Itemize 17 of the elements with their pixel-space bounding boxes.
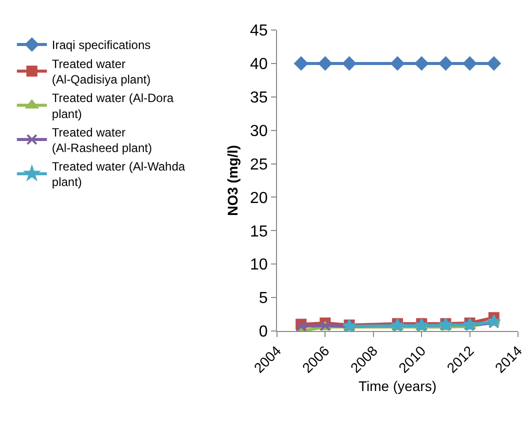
y-tick-label: 20 <box>250 190 268 207</box>
y-tick-label: 30 <box>250 122 268 140</box>
legend-label: Treated water (Al-Wahda plant) <box>52 160 186 190</box>
y-tick-label: 35 <box>250 89 268 106</box>
y-tick-label: 10 <box>250 256 268 274</box>
legend-label: Iraqi specifications <box>52 38 151 52</box>
y-tick-label: 0 <box>258 324 268 341</box>
y-tick-label: 40 <box>250 56 268 74</box>
y-tick-label: 45 <box>250 22 268 40</box>
x-axis-title: Time (years) <box>358 378 437 394</box>
y-tick-label: 15 <box>250 223 268 240</box>
y-axis-title: NO3 (mg/l) <box>224 145 241 216</box>
y-tick-label: 5 <box>258 290 268 308</box>
legend-label: Treated water (Al-Rasheed plant) <box>52 125 152 155</box>
y-tick-label: 25 <box>250 156 268 174</box>
legend-label: Treated water (Al-Dora plant) <box>52 91 174 121</box>
legend-label: Treated water (Al-Qadisiya plant) <box>52 56 151 87</box>
